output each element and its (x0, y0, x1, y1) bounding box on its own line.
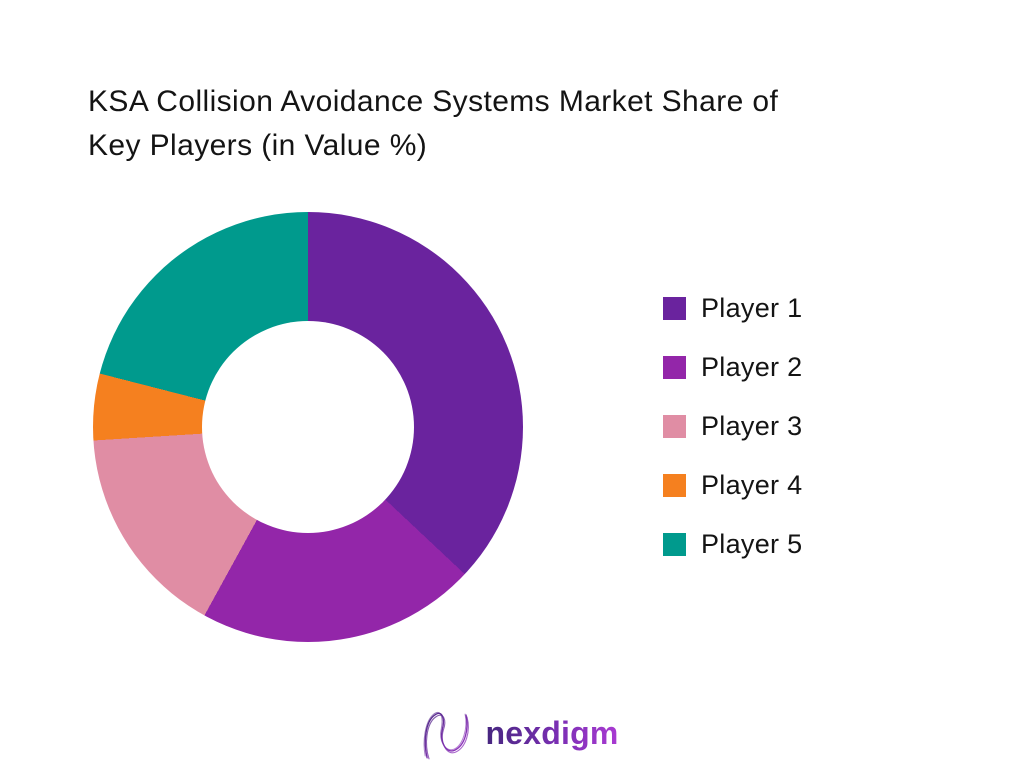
legend-swatch-icon (663, 533, 686, 556)
legend-item: Player 5 (663, 529, 802, 559)
nexdigm-logo-text: nexdigm (486, 715, 619, 758)
chart-legend: Player 1 Player 2 Player 3 Player 4 Play… (663, 293, 802, 592)
legend-swatch-icon (663, 356, 686, 379)
donut-chart (93, 212, 523, 642)
legend-item: Player 3 (663, 411, 802, 441)
legend-swatch-icon (663, 474, 686, 497)
legend-swatch-icon (663, 415, 686, 438)
legend-label: Player 5 (701, 529, 803, 559)
donut-hole (202, 321, 414, 533)
legend-label: Player 1 (701, 293, 803, 323)
legend-label: Player 3 (701, 411, 803, 441)
nexdigm-logo-icon (423, 711, 469, 760)
nexdigm-logo: nexdigm (420, 710, 619, 762)
legend-item: Player 2 (663, 352, 802, 382)
chart-title-line-1: KSA Collision Avoidance Systems Market S… (88, 85, 779, 118)
legend-item: Player 4 (663, 470, 802, 500)
legend-label: Player 4 (701, 470, 803, 500)
legend-label: Player 2 (701, 352, 803, 382)
legend-swatch-icon (663, 297, 686, 320)
legend-item: Player 1 (663, 293, 802, 323)
chart-title: KSA Collision Avoidance Systems Market S… (88, 80, 948, 168)
chart-title-line-2: Key Players (in Value %) (88, 129, 428, 162)
